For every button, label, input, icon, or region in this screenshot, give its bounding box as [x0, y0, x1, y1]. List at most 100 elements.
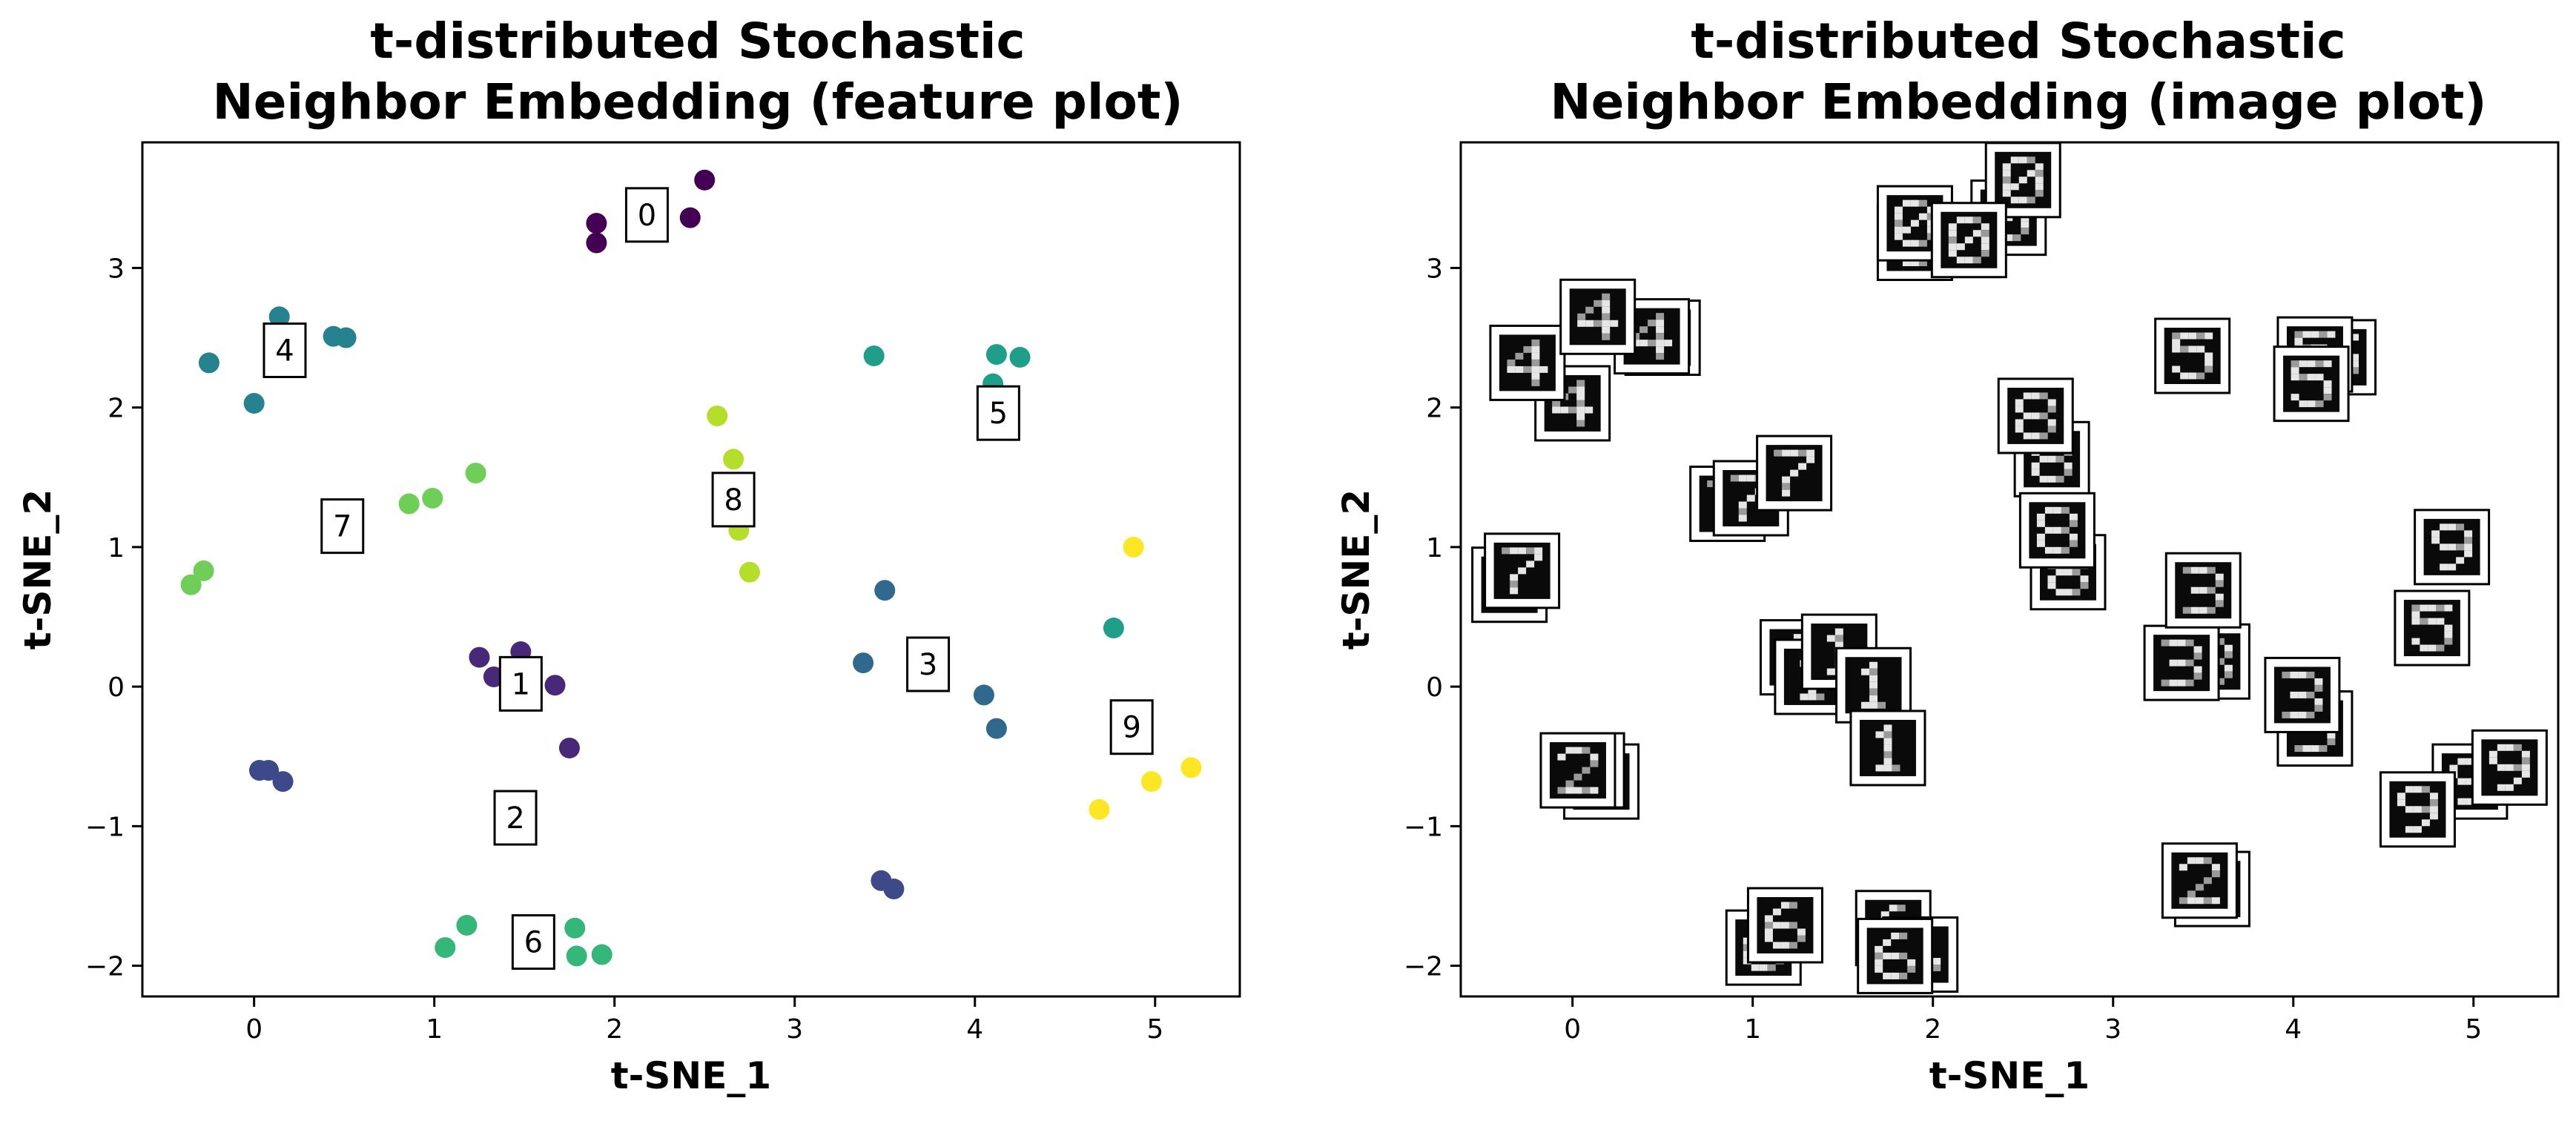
digit-thumbnail [2143, 624, 2220, 701]
class-label-text: 8 [724, 483, 742, 517]
data-point [586, 232, 607, 254]
data-point [1140, 771, 1162, 793]
data-point [193, 560, 214, 581]
digit-thumbnail [2273, 345, 2350, 423]
x-tick-label: 3 [2104, 1014, 2121, 1045]
digit-thumbnail [1489, 324, 1566, 401]
digit-thumbnail [1756, 434, 1833, 512]
data-point [469, 647, 490, 668]
data-point [566, 945, 587, 967]
feature-plot-panel: t-distributed Stochastic Neighbor Embedd… [16, 13, 1241, 1097]
digit-thumbnail [2164, 552, 2242, 629]
image-plot-panel: t-distributed Stochastic Neighbor Embedd… [1335, 13, 2560, 1097]
data-point [268, 306, 290, 328]
digit-thumbnail [2394, 589, 2471, 667]
data-point [243, 393, 265, 414]
x-tick-label: 2 [1924, 1014, 1941, 1045]
class-label-text: 0 [638, 199, 656, 233]
data-point [739, 561, 760, 583]
data-point [707, 405, 728, 426]
class-label-box: 7 [320, 498, 365, 555]
digit-thumbnail [2471, 729, 2548, 806]
data-point [985, 718, 1007, 739]
digit-thumbnail [2379, 771, 2456, 848]
data-point [435, 937, 456, 959]
digit-thumbnail [1997, 377, 2074, 454]
data-point [973, 684, 994, 706]
class-label-frame [906, 636, 951, 692]
data-point [874, 580, 896, 601]
class-label-text: 7 [333, 510, 351, 544]
image-plot-frame [1459, 141, 2560, 998]
class-label-box: 5 [976, 385, 1020, 441]
feature-plot-y-axis-label: t-SNE_2 [16, 489, 59, 649]
class-label-frame [976, 385, 1020, 441]
x-tick-label: 5 [2465, 1014, 2482, 1045]
class-label-box: 9 [1109, 699, 1154, 755]
digit-thumbnail [2161, 842, 2238, 919]
feature-plot-ticks: 0 1 2 3 4 5 −2 −1 0 1 2 3 [85, 254, 1163, 1045]
data-point [853, 652, 874, 674]
feature-plot-title-line-1: t-distributed Stochastic [370, 13, 1025, 70]
x-tick-label: 0 [245, 1014, 262, 1045]
y-tick-label: 2 [108, 394, 125, 424]
class-label-frame [498, 655, 543, 712]
y-tick-label: 1 [1426, 533, 1443, 563]
digit-thumbnail [2414, 509, 2491, 586]
data-point [1123, 536, 1144, 558]
data-point [456, 915, 478, 936]
data-point [1180, 757, 1202, 778]
data-point [1103, 618, 1124, 639]
data-point [335, 327, 357, 348]
feature-plot-class-labels: 0 1 2 3 4 5 6 7 8 9 [262, 187, 1154, 970]
class-label-frame [1109, 699, 1154, 755]
data-point [883, 879, 905, 900]
data-point [198, 352, 219, 374]
data-point [272, 771, 294, 793]
image-plot-x-axis-label: t-SNE_1 [1929, 1054, 2090, 1097]
digit-thumbnail [1559, 278, 1637, 355]
y-tick-label: −2 [1404, 952, 1443, 982]
feature-plot-title-line-2: Neighbor Embedding (feature plot) [212, 73, 1183, 130]
feature-plot-points [180, 169, 1202, 967]
data-point [586, 213, 607, 234]
data-point [863, 345, 885, 366]
digit-thumbnail [1484, 532, 1561, 609]
x-tick-label: 1 [1744, 1014, 1761, 1045]
data-point [591, 944, 612, 965]
data-point [180, 574, 202, 595]
y-tick-label: 0 [1426, 672, 1443, 703]
y-tick-label: 1 [108, 533, 125, 563]
x-tick-label: 2 [606, 1014, 623, 1045]
feature-plot-frame [141, 141, 1241, 998]
digit-thumbnail [1849, 710, 1926, 787]
y-tick-label: 3 [108, 254, 125, 284]
data-point [694, 169, 716, 191]
x-tick-label: 1 [426, 1014, 443, 1045]
data-point [1089, 798, 1110, 820]
class-label-text: 6 [524, 926, 543, 960]
data-point [1009, 346, 1031, 368]
image-plot-title-line-2: Neighbor Embedding (image plot) [1550, 73, 2486, 130]
data-point [465, 463, 486, 484]
x-tick-label: 4 [966, 1014, 983, 1045]
data-point [422, 488, 443, 509]
class-label-box: 1 [498, 655, 543, 712]
digit-thumbnail [1746, 887, 1823, 964]
data-point [985, 344, 1007, 366]
data-point [398, 493, 420, 515]
digit-thumbnail [2018, 492, 2096, 569]
class-label-text: 9 [1122, 711, 1140, 745]
class-label-box: 0 [624, 187, 669, 243]
digit-thumbnail [2264, 656, 2341, 733]
image-plot-thumbnails [1471, 142, 2548, 994]
x-tick-label: 3 [786, 1014, 803, 1045]
y-tick-label: −2 [85, 952, 125, 982]
x-tick-label: 0 [1564, 1014, 1581, 1045]
class-label-box: 4 [262, 322, 307, 378]
class-label-frame [711, 472, 756, 528]
feature-plot-x-axis-label: t-SNE_1 [611, 1054, 771, 1097]
y-tick-label: −1 [85, 812, 125, 842]
digit-thumbnail [1539, 732, 1616, 809]
